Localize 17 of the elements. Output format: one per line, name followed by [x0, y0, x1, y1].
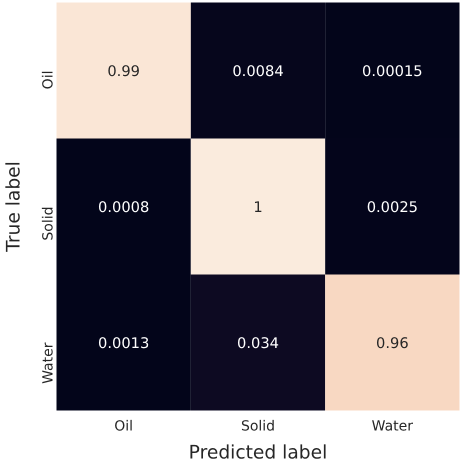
data-label: 0.0008 [98, 199, 150, 216]
y-tick-label: Water [40, 342, 56, 384]
y-axis-title: True label [4, 161, 24, 253]
x-tick-label: Water [372, 418, 414, 434]
data-label: 0.99 [107, 63, 140, 80]
x-tick-label: Solid [240, 418, 276, 434]
x-axis-title: Predicted label [188, 442, 328, 464]
data-label: 0.034 [237, 335, 279, 352]
data-label: 0.0084 [232, 63, 284, 80]
x-tick-label: Oil [114, 418, 134, 434]
y-tick-label: Oil [40, 70, 56, 90]
data-label: 0.0013 [98, 335, 150, 352]
data-label: 0.96 [376, 335, 409, 352]
data-label: 0.0025 [366, 199, 418, 216]
data-label: 1 [253, 199, 263, 216]
data-label: 0.00015 [362, 63, 423, 80]
y-tick-label: Solid [40, 206, 56, 241]
